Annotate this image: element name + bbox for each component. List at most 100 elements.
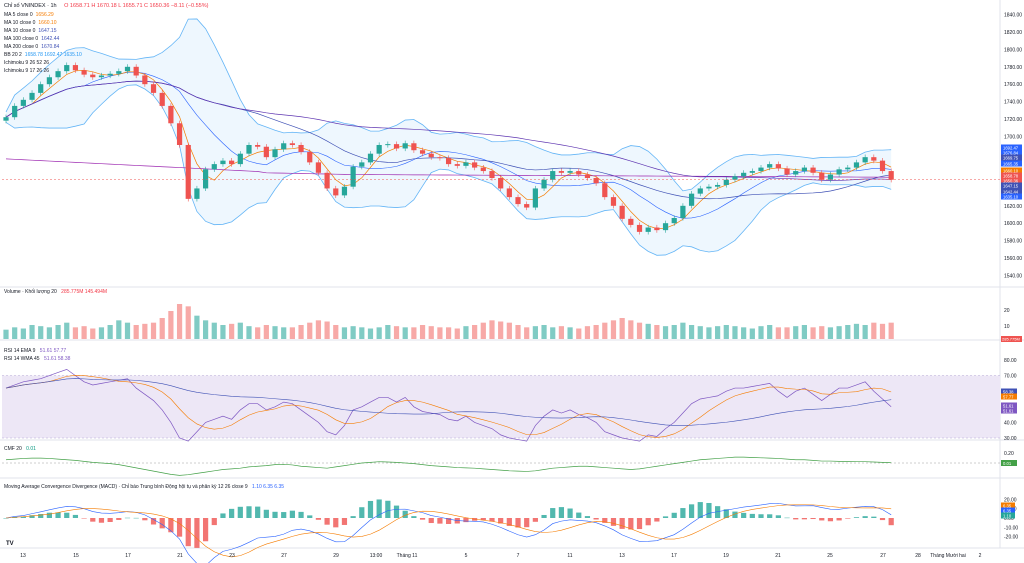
candle-body: [402, 143, 408, 149]
legend-row[interactable]: MA 200 close 0 1670.84: [4, 43, 82, 51]
macd-histogram-bar: [168, 518, 174, 533]
candle-body: [90, 74, 96, 78]
legend-row[interactable]: MA 5 close 0 1656.29: [4, 11, 82, 19]
volume-bar: [419, 325, 426, 339]
legend-row[interactable]: Ichimoku 9 17 26 26: [4, 67, 82, 75]
legend-row[interactable]: BB 20 2 1658.78 1692.47 1635.10: [4, 51, 82, 59]
macd-histogram-bar: [55, 512, 61, 518]
volume-bar: [654, 325, 660, 339]
macd-histogram-bar: [298, 511, 304, 518]
macd-histogram-bar: [671, 512, 677, 518]
candle-body: [515, 197, 521, 205]
macd-histogram-bar: [29, 515, 35, 518]
time-axis-label: 15: [73, 553, 79, 559]
volume-bar: [12, 327, 18, 339]
legend-row[interactable]: MA 100 close 0 1642.44: [4, 35, 82, 43]
volume-bar: [376, 327, 382, 339]
legend-value: 1647.15: [38, 28, 57, 34]
candle-body: [758, 167, 764, 172]
time-axis-label: 17: [671, 553, 677, 559]
volume-bar: [220, 325, 226, 339]
price-label-bg: [1001, 160, 1022, 167]
macd-histogram-bar: [72, 514, 79, 518]
candle-body: [107, 73, 113, 76]
volume-bar: [237, 322, 243, 339]
legend-label: MA 5 close 0: [4, 12, 33, 18]
rsi-line: [5, 368, 892, 442]
candle-body: [532, 188, 538, 208]
volume-bar: [732, 326, 738, 339]
volume-bar: [610, 320, 617, 339]
macd-histogram-bar: [567, 508, 573, 518]
price-label-bg: [1001, 182, 1022, 189]
time-axis-label: Tháng 11: [397, 553, 418, 559]
macd-histogram-bar: [480, 518, 486, 521]
price-tick-label: 1720.00: [1004, 117, 1022, 123]
price-tick-label: 1620.00: [1004, 204, 1022, 210]
macd-histogram-bar: [784, 517, 790, 519]
candle-body: [176, 123, 183, 145]
time-axis-label: 7: [517, 553, 520, 559]
volume-label-bg: [1001, 336, 1022, 342]
macd-label-bg: [1001, 512, 1015, 519]
legend-row[interactable]: Ichimoku 9 26 52 26: [4, 59, 82, 67]
macd-histogram-bar: [376, 499, 382, 518]
rsi-label-bg: [1001, 407, 1017, 414]
candle-body: [584, 174, 591, 179]
symbol-title[interactable]: Chỉ số VNINDEX · 1h: [4, 3, 57, 9]
volume-bar: [879, 323, 886, 339]
bollinger-basis-line: [5, 71, 892, 219]
macd-histogram-bar: [263, 509, 269, 518]
macd-histogram-bar: [90, 518, 96, 522]
volume-pane-title: Volume · Khối lượng 20 285.775M 145.494M: [4, 289, 108, 295]
volume-bar: [124, 322, 131, 339]
macd-histogram-bar: [888, 518, 894, 526]
price-label: 1660.10: [1003, 169, 1019, 174]
candle-body: [628, 218, 634, 225]
macd-histogram-bar: [801, 518, 808, 520]
macd-histogram-bar: [437, 518, 443, 524]
candle-body: [845, 167, 851, 170]
macd-label-bg: [1001, 507, 1015, 514]
macd-histogram-bar: [628, 518, 634, 530]
candle-body: [463, 162, 469, 166]
volume-bar: [211, 322, 217, 339]
candle-body: [246, 145, 252, 154]
volume-bar: [90, 328, 96, 339]
macd-label: 6.35: [1003, 509, 1012, 514]
macd-histogram-bar: [116, 518, 122, 520]
candle-body: [29, 92, 35, 100]
rsi-tick-label: 40.00: [1004, 420, 1017, 426]
macd-histogram-bar: [610, 518, 617, 526]
macd-histogram-bar: [810, 518, 816, 520]
volume-bar: [3, 329, 9, 339]
time-axis-label: 13: [20, 553, 26, 559]
legend-label: MA 100 close 0: [4, 36, 39, 42]
candle-body: [879, 160, 886, 172]
volume-bar: [836, 326, 842, 339]
macd-histogram-bar: [124, 517, 131, 519]
price-label-bg: [1001, 188, 1022, 195]
volume-bar: [315, 320, 322, 339]
volume-bar: [20, 328, 26, 339]
volume-bar: [411, 327, 417, 339]
macd-signal-line: [5, 504, 892, 558]
macd-histogram-bar: [220, 513, 226, 518]
time-axis-label: 11: [567, 553, 572, 559]
macd-histogram-bar: [81, 518, 87, 519]
macd-histogram-bar: [732, 511, 738, 518]
candle-body: [671, 217, 677, 224]
volume-bar: [550, 327, 556, 339]
legend-row[interactable]: MA 10 close 0 1660.10: [4, 19, 82, 27]
candle-body: [150, 84, 157, 93]
candle-body: [393, 144, 400, 149]
macd-histogram-bar: [341, 518, 348, 525]
macd-histogram-bar: [324, 518, 330, 525]
price-tick-label: 1740.00: [1004, 100, 1022, 106]
time-axis-label: 21: [177, 553, 183, 559]
legend-row[interactable]: MA 10 close 0 1647.15: [4, 27, 82, 35]
time-axis-label: 2: [979, 553, 982, 559]
macd-histogram-bar: [367, 500, 374, 518]
bollinger-lower-line: [5, 84, 892, 256]
